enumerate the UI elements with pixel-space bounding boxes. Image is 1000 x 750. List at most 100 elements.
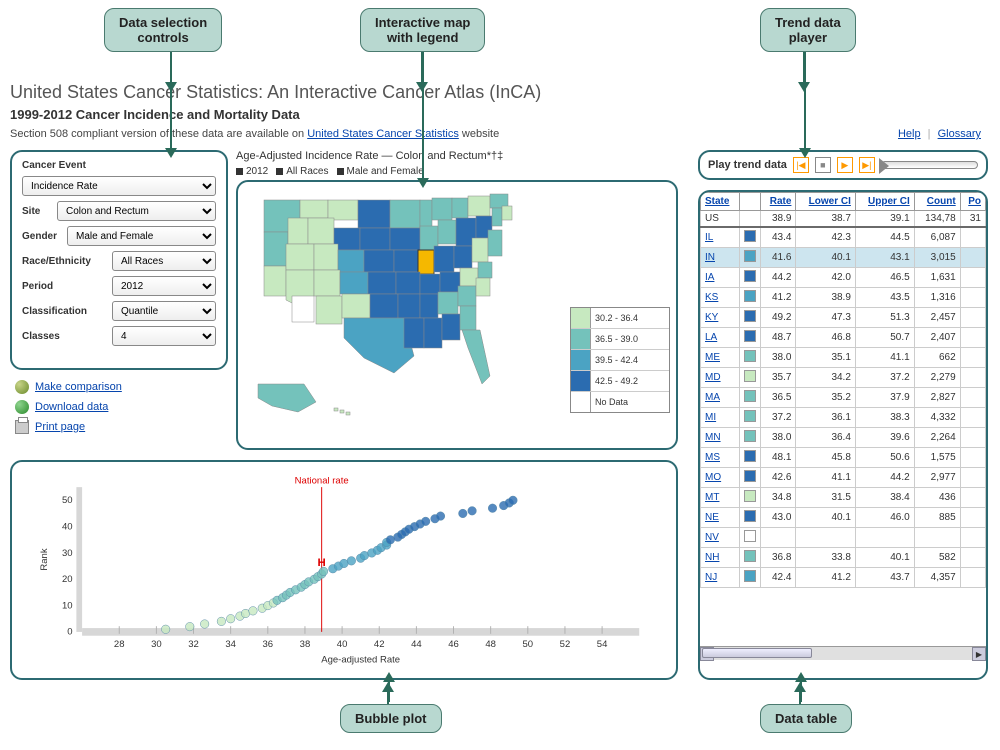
cancer-event-select[interactable]: Incidence Rate — [22, 176, 216, 196]
svg-text:Rank: Rank — [39, 548, 50, 570]
table-header[interactable]: Lower CI — [796, 193, 855, 211]
bubble-svg: 0 10 20 30 40 50 28 30 32 34 36 38 40 42 44 46 48 50 52 54 R… — [20, 470, 668, 670]
svg-text:28: 28 — [114, 639, 125, 650]
callout-trend: Trend data player — [760, 8, 856, 52]
table-header[interactable]: Count — [914, 193, 960, 211]
table-row[interactable]: IA44.242.046.51,631 — [701, 268, 986, 288]
svg-text:42: 42 — [374, 639, 385, 650]
gender-select[interactable]: Male and Female — [67, 226, 216, 246]
cancer-event-label: Cancer Event — [22, 160, 86, 171]
svg-text:Age-adjusted Rate: Age-adjusted Rate — [321, 654, 400, 665]
callout-bubble: Bubble plot — [340, 704, 442, 733]
page-title: United States Cancer Statistics: An Inte… — [10, 82, 541, 103]
svg-text:54: 54 — [597, 639, 608, 650]
trend-label: Play trend data — [708, 159, 787, 171]
help-link[interactable]: Help — [898, 128, 921, 140]
classes-select[interactable]: 4 — [112, 326, 216, 346]
glossary-link[interactable]: Glossary — [938, 128, 981, 140]
svg-text:50: 50 — [523, 639, 534, 650]
table-row[interactable]: MN38.036.439.62,264 — [701, 428, 986, 448]
map-legend: 30.2 - 36.436.5 - 39.039.5 - 42.442.5 - … — [570, 307, 670, 413]
table-header[interactable]: Upper CI — [855, 193, 914, 211]
printer-icon — [15, 420, 29, 434]
svg-text:40: 40 — [337, 639, 348, 650]
callout-map: Interactive map with legend — [360, 8, 485, 52]
table-header[interactable]: State — [701, 193, 740, 211]
table-row[interactable]: MI37.236.138.34,332 — [701, 408, 986, 428]
table-header[interactable] — [739, 193, 760, 211]
section-508-text: Section 508 compliant version of these d… — [10, 128, 541, 140]
svg-text:National rate: National rate — [295, 475, 349, 486]
data-table-scroll[interactable]: State RateLower CIUpper CICountPo US38.93… — [700, 192, 986, 646]
table-row[interactable]: LA48.746.850.72,407 — [701, 328, 986, 348]
compare-icon — [15, 380, 29, 394]
site-select[interactable]: Colon and Rectum — [57, 201, 216, 221]
svg-text:38: 38 — [300, 639, 311, 650]
svg-text:34: 34 — [225, 639, 236, 650]
table-row[interactable]: KS41.238.943.51,316 — [701, 288, 986, 308]
svg-text:32: 32 — [188, 639, 199, 650]
table-row[interactable]: MA36.535.237.92,827 — [701, 388, 986, 408]
table-row-us[interactable]: US38.938.739.1134,7831 — [701, 211, 986, 228]
table-row[interactable]: MT34.831.538.4436 — [701, 488, 986, 508]
svg-text:50: 50 — [62, 495, 73, 506]
make-comparison-link[interactable]: Make comparison — [35, 381, 122, 393]
page-subtitle: 1999-2012 Cancer Incidence and Mortality… — [10, 107, 541, 122]
table-row[interactable]: NV — [701, 528, 986, 548]
data-selection-controls: Cancer Event Incidence Rate SiteColon an… — [10, 150, 228, 370]
svg-text:36: 36 — [263, 639, 274, 650]
table-row[interactable]: ME38.035.141.1662 — [701, 348, 986, 368]
scroll-thumb[interactable] — [702, 648, 812, 658]
map-title: Age-Adjusted Incidence Rate — Colon and … — [236, 150, 503, 162]
fast-forward-button[interactable]: ▶| — [859, 157, 875, 173]
uscs-link[interactable]: United States Cancer Statistics — [307, 128, 459, 140]
table-row[interactable]: IN41.640.143.13,015 — [701, 248, 986, 268]
svg-text:30: 30 — [62, 548, 73, 559]
svg-text:48: 48 — [485, 639, 496, 650]
svg-text:46: 46 — [448, 639, 459, 650]
print-page-link[interactable]: Print page — [35, 421, 85, 433]
table-row[interactable]: NJ42.441.243.74,357 — [701, 568, 986, 588]
svg-text:44: 44 — [411, 639, 422, 650]
table-row[interactable]: NE43.040.146.0885 — [701, 508, 986, 528]
us-map-svg[interactable] — [244, 188, 574, 443]
callout-table: Data table — [760, 704, 852, 733]
map-filter-display: 2012All RacesMale and Female — [236, 166, 432, 177]
table-row[interactable]: NH36.833.840.1582 — [701, 548, 986, 568]
svg-text:40: 40 — [62, 521, 73, 532]
download-icon — [15, 400, 29, 414]
table-horizontal-scroll[interactable]: ◀ ▶ — [700, 646, 986, 660]
period-select[interactable]: 2012 — [112, 276, 216, 296]
rewind-button[interactable]: |◀ — [793, 157, 809, 173]
interactive-map[interactable]: 30.2 - 36.436.5 - 39.039.5 - 42.442.5 - … — [236, 180, 678, 450]
play-button[interactable]: ▶ — [837, 157, 853, 173]
gender-label: Gender — [22, 231, 67, 242]
svg-text:30: 30 — [151, 639, 162, 650]
table-row[interactable]: MD35.734.237.22,279 — [701, 368, 986, 388]
callout-controls: Data selection controls — [104, 8, 222, 52]
table-row[interactable]: KY49.247.351.32,457 — [701, 308, 986, 328]
site-label: Site — [22, 206, 57, 217]
data-table: State RateLower CIUpper CICountPo US38.93… — [700, 192, 986, 588]
data-table-panel: State RateLower CIUpper CICountPo US38.93… — [698, 190, 988, 680]
classification-select[interactable]: Quantile — [112, 301, 216, 321]
svg-text:10: 10 — [62, 600, 73, 611]
bubble-plot[interactable]: 0 10 20 30 40 50 28 30 32 34 36 38 40 42 44 46 48 50 52 54 R… — [10, 460, 678, 680]
race-select[interactable]: All Races — [112, 251, 216, 271]
svg-text:52: 52 — [560, 639, 571, 650]
table-row[interactable]: MO42.641.144.22,977 — [701, 468, 986, 488]
table-row[interactable]: IL43.442.344.56,087 — [701, 227, 986, 248]
table-header[interactable]: Rate — [760, 193, 796, 211]
table-row[interactable]: MS48.145.850.61,575 — [701, 448, 986, 468]
trend-slider[interactable] — [881, 161, 978, 169]
period-label: Period — [22, 281, 112, 292]
scroll-right-button[interactable]: ▶ — [972, 647, 986, 661]
classification-label: Classification — [22, 306, 112, 317]
svg-text:20: 20 — [62, 574, 73, 585]
classes-label: Classes — [22, 331, 112, 342]
stop-button[interactable]: ■ — [815, 157, 831, 173]
race-label: Race/Ethnicity — [22, 256, 112, 267]
download-data-link[interactable]: Download data — [35, 401, 108, 413]
svg-text:0: 0 — [67, 627, 72, 638]
table-header[interactable]: Po — [960, 193, 985, 211]
